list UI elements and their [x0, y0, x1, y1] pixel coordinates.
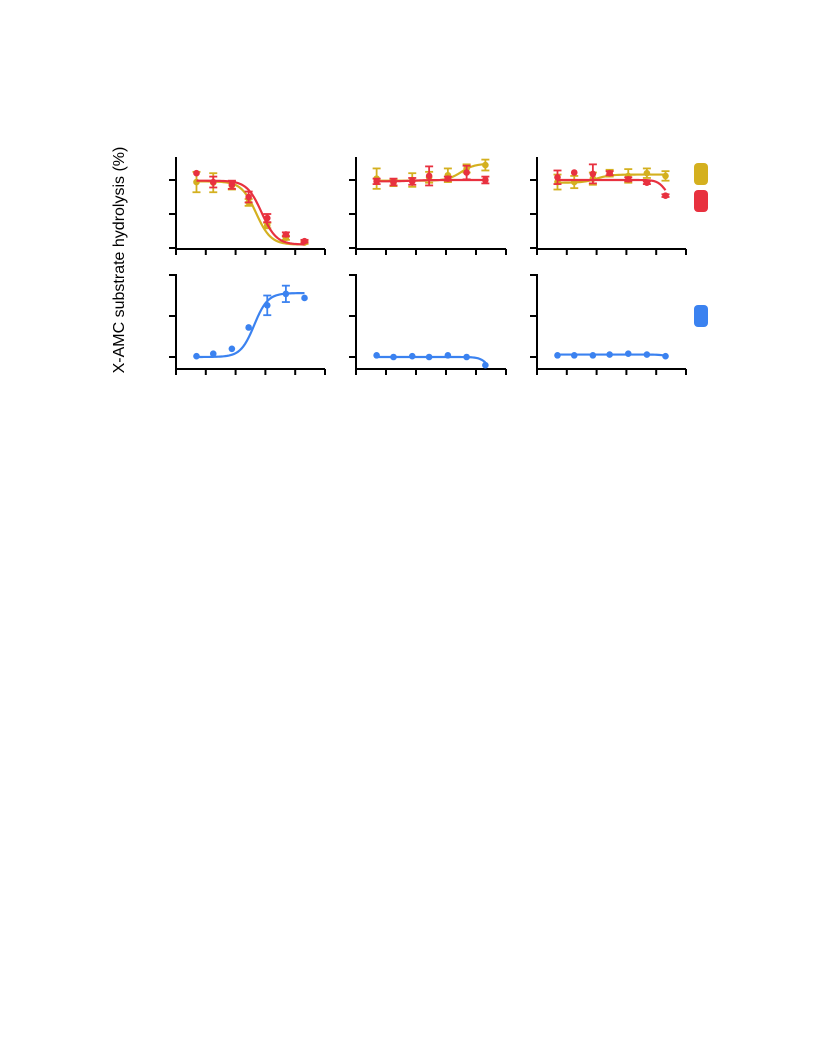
data-point — [373, 352, 380, 359]
series-red — [372, 164, 490, 187]
data-point — [425, 172, 433, 180]
chart-panel-bottom-right — [530, 274, 687, 375]
legend-swatch-blue — [694, 305, 708, 327]
data-point — [570, 169, 578, 176]
data-point — [263, 214, 271, 222]
data-point — [482, 361, 489, 369]
legend-swatch-red — [694, 190, 708, 212]
data-point — [228, 181, 236, 189]
series-gold — [192, 170, 309, 246]
data-point — [606, 351, 613, 358]
data-point — [606, 169, 613, 177]
data-point — [390, 353, 397, 361]
data-point — [463, 353, 470, 361]
data-point — [662, 192, 669, 199]
chart-panel-top-left — [169, 157, 326, 255]
data-point — [624, 176, 632, 183]
chart-panel-top-right — [530, 157, 687, 255]
data-point — [209, 350, 217, 358]
data-point — [624, 350, 632, 358]
data-point — [554, 173, 561, 181]
series-red — [553, 163, 670, 199]
data-point — [408, 352, 416, 360]
data-point — [282, 231, 290, 238]
data-point — [263, 302, 271, 309]
data-point — [570, 352, 578, 359]
panel-grid — [169, 157, 687, 375]
data-point — [482, 176, 489, 184]
data-point — [554, 352, 561, 359]
data-point — [373, 178, 380, 185]
data-point — [301, 237, 308, 245]
data-point — [444, 352, 452, 359]
chart-panel-top-middle — [349, 157, 507, 255]
chart-panel-bottom-middle — [349, 274, 507, 375]
legend — [694, 163, 708, 327]
data-point — [425, 353, 433, 361]
data-point — [228, 345, 236, 353]
data-point — [662, 172, 669, 180]
data-point — [193, 169, 200, 177]
data-point — [245, 324, 252, 331]
data-point — [589, 352, 597, 359]
data-point — [390, 178, 397, 186]
data-point — [643, 179, 651, 187]
data-point — [193, 352, 200, 360]
legend-swatch-gold — [694, 163, 708, 185]
series-red — [193, 169, 309, 246]
series-blue — [554, 350, 669, 360]
y-axis-label: X-AMC substrate hydrolysis (%) — [111, 147, 128, 374]
series-blue — [193, 284, 308, 360]
data-point — [245, 193, 252, 201]
data-point — [589, 170, 597, 178]
data-point — [209, 178, 217, 186]
data-point — [301, 294, 308, 302]
series-blue — [373, 352, 489, 369]
data-point — [643, 351, 651, 358]
data-point — [482, 161, 489, 169]
data-point — [282, 290, 290, 298]
data-point — [408, 178, 416, 185]
data-point — [643, 169, 651, 177]
data-point — [444, 175, 452, 182]
data-point — [662, 352, 669, 360]
chart-panel-bottom-left — [169, 274, 326, 375]
data-point — [463, 169, 470, 176]
